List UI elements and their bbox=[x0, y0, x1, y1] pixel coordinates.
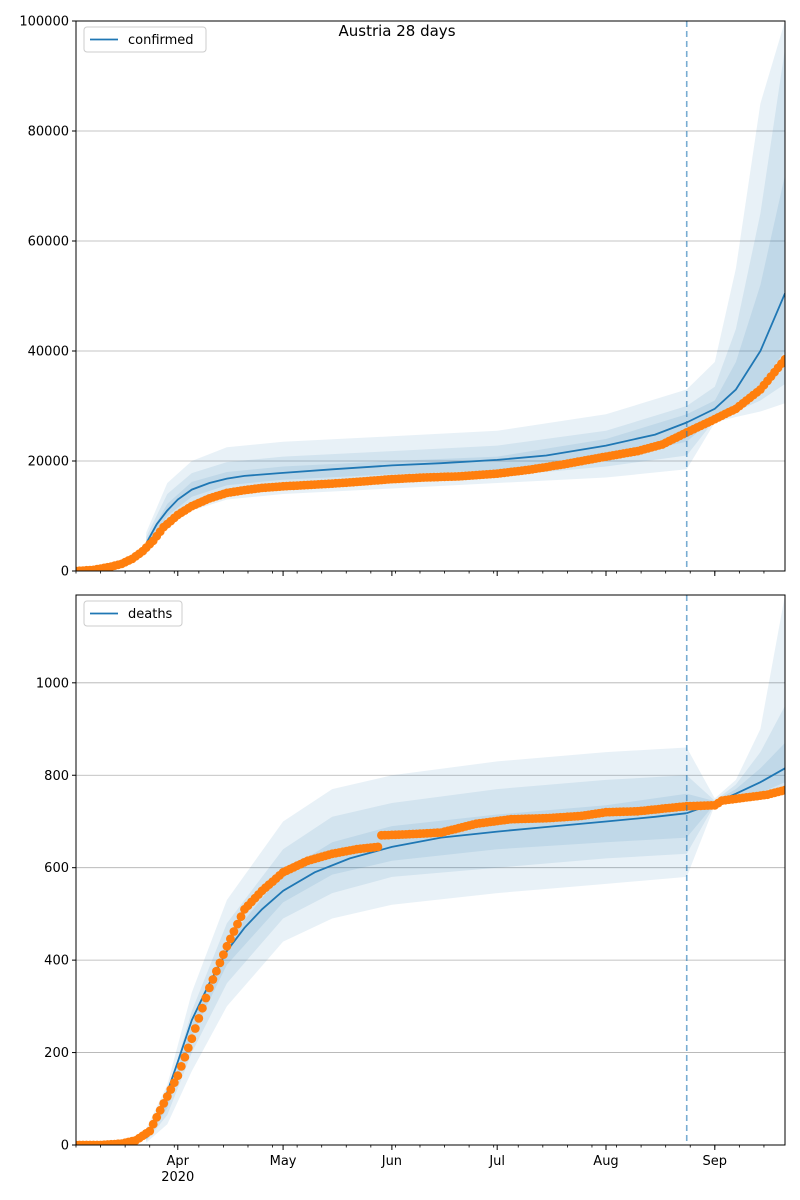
y-tick-label: 800 bbox=[44, 769, 69, 784]
y-tick-label: 200 bbox=[44, 1046, 69, 1061]
y-tick-label: 400 bbox=[44, 954, 69, 969]
observed-point bbox=[180, 1052, 190, 1062]
observed-point bbox=[152, 1112, 162, 1122]
uncertainty-band-1 bbox=[146, 21, 785, 555]
plot-area bbox=[76, 21, 785, 571]
y-tick-label: 60000 bbox=[28, 235, 69, 250]
observed-point bbox=[190, 1024, 200, 1033]
x-tick-label: Aug bbox=[593, 1154, 618, 1169]
observed-point bbox=[187, 1034, 197, 1044]
observed-point bbox=[183, 1043, 193, 1053]
x-tick-label: Jun bbox=[381, 1154, 402, 1169]
observed-point bbox=[148, 1119, 158, 1129]
observed-point bbox=[173, 1071, 183, 1081]
confirmed-panel: 0 20000 40000 60000 80000 100000 confirmed bbox=[19, 15, 786, 580]
legend: deaths bbox=[83, 600, 183, 627]
observed-point bbox=[780, 354, 785, 364]
observed-point bbox=[219, 950, 228, 959]
observed-point bbox=[236, 912, 246, 922]
observed-point bbox=[233, 919, 242, 929]
observed-point bbox=[155, 1105, 165, 1115]
legend: confirmed bbox=[83, 26, 207, 53]
observed-point bbox=[215, 958, 225, 968]
uncertainty-band-1 bbox=[146, 595, 785, 1143]
model-forecast-line bbox=[686, 292, 785, 424]
legend-label: deaths bbox=[128, 607, 173, 622]
observed-point bbox=[373, 842, 383, 852]
y-tick-label: 40000 bbox=[28, 345, 69, 360]
model-median-line bbox=[145, 421, 688, 544]
x-tick-label: May bbox=[270, 1154, 297, 1169]
x-tick-label: Apr bbox=[167, 1154, 190, 1169]
observed-point bbox=[201, 993, 211, 1003]
y-tick-label: 80000 bbox=[28, 125, 69, 140]
y-tick-label: 600 bbox=[44, 861, 69, 876]
observed-point bbox=[222, 941, 232, 951]
x-tick-label: Sep bbox=[703, 1154, 728, 1169]
observed-point bbox=[145, 1126, 155, 1136]
observed-point bbox=[198, 1003, 207, 1013]
observed-point bbox=[780, 785, 785, 795]
legend-box bbox=[83, 26, 207, 53]
observed-point bbox=[176, 1062, 186, 1071]
observed-point bbox=[162, 1092, 172, 1101]
observed-point bbox=[159, 1099, 169, 1108]
y-tick-label: 0 bbox=[61, 1139, 69, 1154]
observed-point bbox=[208, 975, 218, 984]
x-tick-sublabel: 2020 bbox=[161, 1170, 194, 1185]
axes-frame bbox=[75, 20, 786, 572]
y-tick-label: 20000 bbox=[28, 455, 69, 470]
legend-label: confirmed bbox=[128, 33, 194, 48]
plot-area bbox=[76, 595, 785, 1145]
legend-box bbox=[83, 600, 183, 627]
observed-point bbox=[166, 1085, 176, 1094]
observed-point bbox=[169, 1078, 179, 1087]
axes-frame bbox=[75, 594, 786, 1146]
observed-point bbox=[212, 966, 221, 976]
y-tick-label: 1000 bbox=[36, 676, 69, 691]
y-tick-label: 0 bbox=[61, 565, 69, 580]
model-median-line bbox=[145, 812, 687, 1139]
observed-point bbox=[229, 927, 239, 936]
observed-point bbox=[226, 934, 235, 944]
y-tick-label: 100000 bbox=[19, 15, 69, 30]
observed-point bbox=[205, 983, 214, 993]
x-tick-label: Jul bbox=[488, 1154, 505, 1169]
observed-point bbox=[194, 1014, 204, 1023]
figure-title: Austria 28 days bbox=[338, 22, 455, 40]
uncertainty-band-2 bbox=[146, 48, 785, 551]
